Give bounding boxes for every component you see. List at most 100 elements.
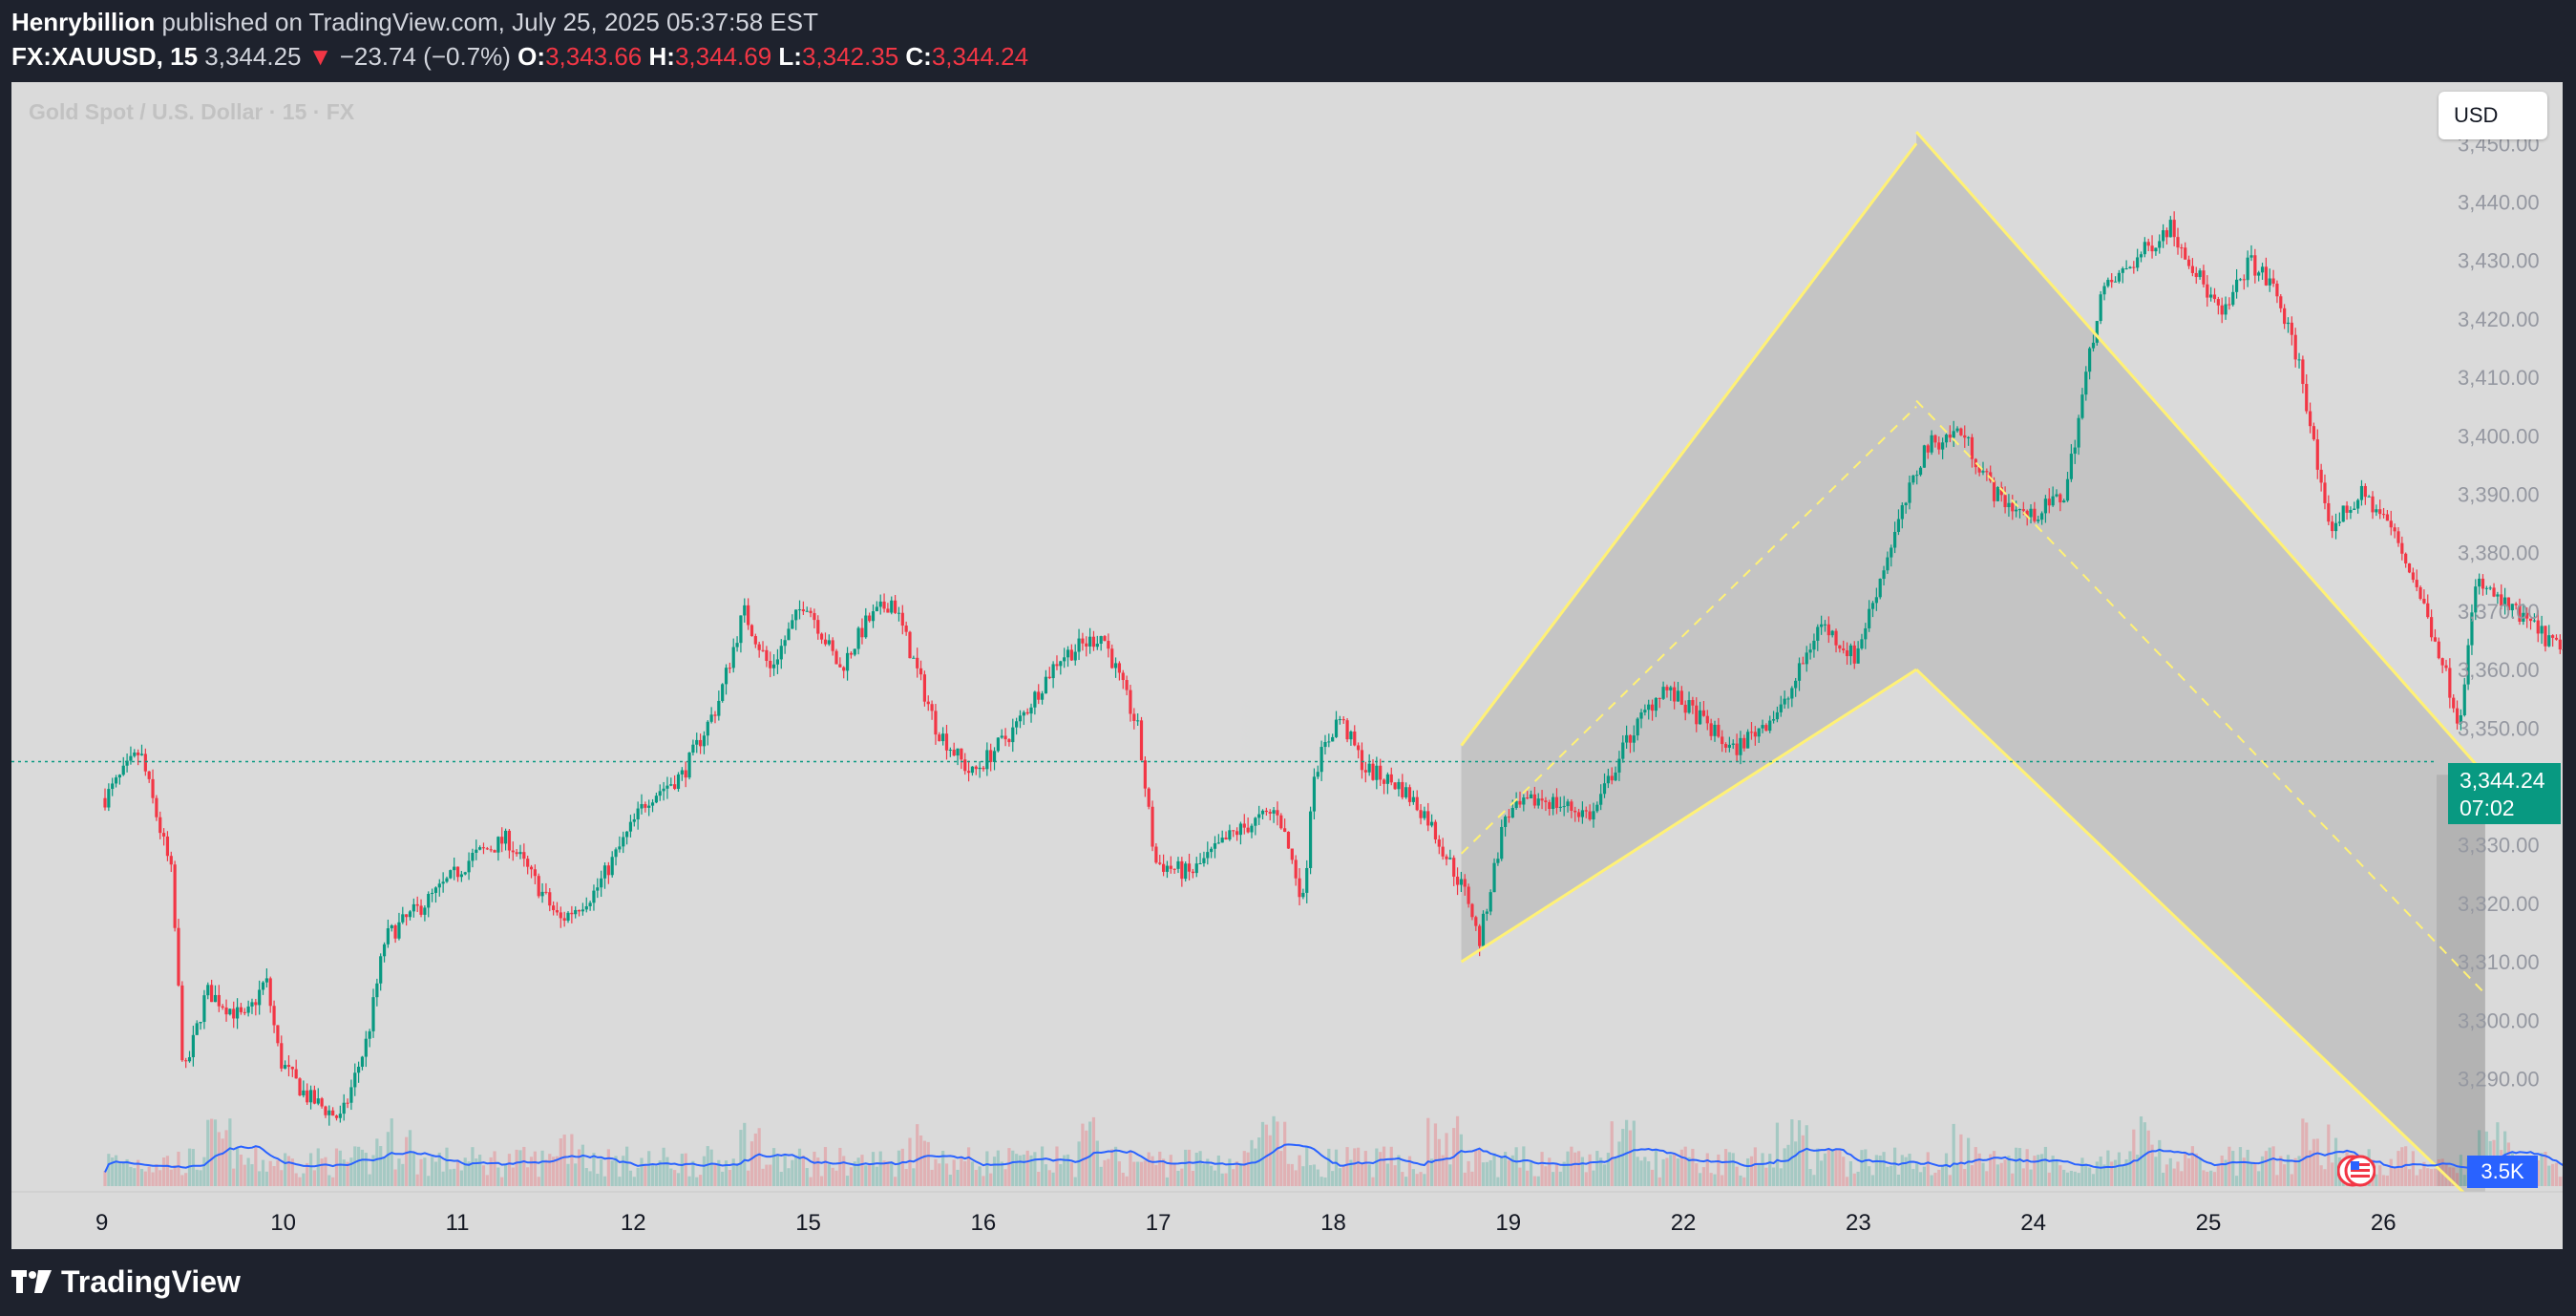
candle-body <box>1220 838 1224 843</box>
volume-bar <box>1040 1146 1045 1186</box>
us-flag-icon[interactable] <box>2337 1152 2375 1190</box>
volume-bar <box>2158 1139 2162 1186</box>
candle-body <box>791 620 794 629</box>
channel-ascending-median <box>1460 405 1917 855</box>
volume-bar <box>2437 1159 2440 1186</box>
candle-body <box>960 748 963 760</box>
candle-body <box>1025 711 1029 714</box>
volume-bar <box>368 1174 371 1186</box>
channel-lines[interactable] <box>1460 131 2487 1215</box>
volume-bar <box>544 1159 548 1186</box>
candle-body <box>2242 279 2246 281</box>
candle-body <box>2510 604 2514 611</box>
candle-body <box>1191 871 1194 874</box>
volume-bar <box>893 1177 897 1186</box>
candles[interactable] <box>103 211 2563 1126</box>
volume-bar <box>1397 1155 1401 1186</box>
volume-bar <box>496 1167 500 1186</box>
publisher-name[interactable]: Henrybillion <box>11 8 156 36</box>
volume-bar <box>713 1164 717 1186</box>
symbol-label[interactable]: FX:XAUUSD, 15 <box>11 42 199 71</box>
candle-body <box>2121 268 2124 273</box>
volume-bar <box>1661 1158 1665 1186</box>
candle-body <box>1999 487 2003 496</box>
candle-body <box>2337 521 2341 523</box>
volume-bar <box>974 1170 978 1186</box>
candle-body <box>747 605 750 626</box>
volume-bar <box>1985 1171 1989 1186</box>
volume-bar <box>2397 1151 2400 1186</box>
channel-descending-fill <box>1916 132 2485 1214</box>
candle-body <box>1489 892 1492 912</box>
publish-info: Henrybillion published on TradingView.co… <box>11 8 818 37</box>
footer-brand[interactable]: TradingView <box>11 1263 241 1301</box>
volume-bar <box>2113 1159 2118 1186</box>
volume-bar <box>1113 1146 1118 1186</box>
candle-body <box>721 684 725 701</box>
candle-body <box>382 944 387 957</box>
volume-bar <box>1933 1172 1937 1186</box>
volume-bar <box>805 1167 809 1186</box>
volume-bar <box>735 1163 739 1186</box>
candle-body <box>650 802 655 806</box>
candle-body <box>1210 848 1214 853</box>
volume-bar <box>445 1147 449 1186</box>
chart-canvas[interactable]: 3,290.00 3,300.00 3,310.00 3,320.00 3,330.00… <box>11 82 2563 1249</box>
candle-body <box>1687 700 1691 713</box>
candle-body <box>1323 741 1327 748</box>
volume-bar <box>912 1168 916 1186</box>
volume-bar <box>386 1132 390 1186</box>
candle-body <box>1294 860 1298 879</box>
candle-body <box>2363 485 2367 498</box>
candle-body <box>111 783 115 790</box>
symbol-legend[interactable]: Gold Spot / U.S. Dollar · 15 · FX <box>29 99 355 124</box>
volume-bar <box>254 1146 258 1186</box>
candle-body <box>871 611 876 622</box>
candle-body <box>989 750 993 762</box>
volume-bar <box>298 1177 302 1186</box>
candle-body <box>1794 680 1798 689</box>
volume-bar <box>1073 1177 1077 1186</box>
volume-bar <box>1191 1170 1194 1186</box>
candle-body <box>2146 242 2150 246</box>
volume-bar <box>640 1157 644 1186</box>
time-axis[interactable]: 9 10 11 12 15 16 17 18 19 22 23 24 25 26 <box>11 1191 2563 1249</box>
volume-bar <box>717 1159 721 1186</box>
candle-body <box>445 878 449 882</box>
volume-bar <box>117 1162 121 1186</box>
volume-bar <box>2128 1151 2132 1186</box>
candle-body <box>849 652 854 655</box>
candle-body <box>500 837 504 844</box>
candle-body <box>875 606 878 612</box>
volume-bar <box>191 1149 195 1186</box>
candle-body <box>433 887 438 893</box>
candle-body <box>1838 645 1842 649</box>
volume-bar <box>680 1154 684 1186</box>
candle-body <box>239 1007 243 1012</box>
volume-bar <box>559 1138 562 1186</box>
volume-bar <box>180 1175 184 1186</box>
volume-bar <box>2385 1175 2390 1186</box>
candle-body <box>2551 635 2555 638</box>
candle-body <box>2212 294 2217 300</box>
volume-bar <box>783 1154 787 1186</box>
candle-body <box>963 759 967 772</box>
y-tick-label: 3,380.00 <box>2458 541 2540 565</box>
volume-bar <box>1228 1158 1232 1186</box>
volume-bar <box>570 1134 574 1186</box>
volume-bar <box>2168 1157 2172 1186</box>
volume-bar <box>1786 1144 1790 1186</box>
currency-button[interactable]: USD <box>2439 92 2547 139</box>
candle-body <box>669 784 673 786</box>
chart-pane[interactable]: 3,290.00 3,300.00 3,310.00 3,320.00 3,330.00… <box>11 82 2563 1249</box>
volume-bar <box>515 1149 518 1186</box>
candle-body <box>1816 626 1820 641</box>
volume-bar <box>2333 1137 2338 1186</box>
channel-drawings[interactable] <box>1461 132 2485 1214</box>
candle-body <box>1602 783 1607 795</box>
volume-bar <box>1136 1161 1140 1186</box>
candle-body <box>2323 482 2327 503</box>
volume-bar <box>2206 1171 2209 1186</box>
candle-body <box>1595 804 1599 812</box>
candle-body <box>187 1057 192 1062</box>
